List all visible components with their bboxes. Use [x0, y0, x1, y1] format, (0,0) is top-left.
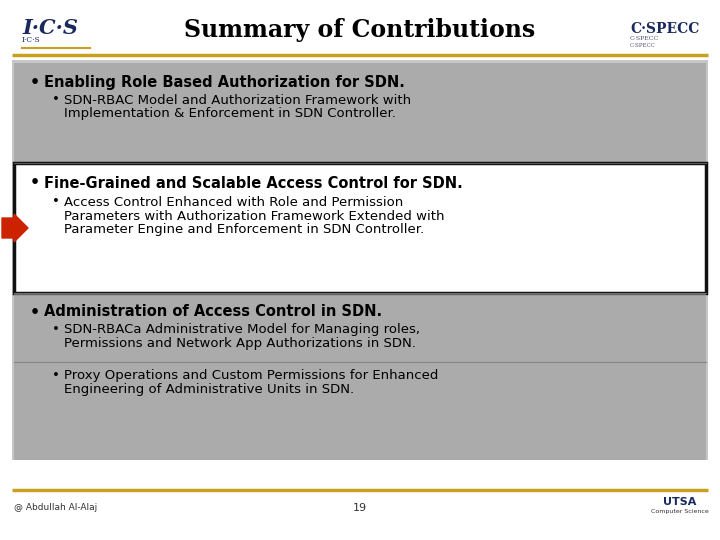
Text: UTSA: UTSA	[663, 497, 697, 507]
FancyArrow shape	[2, 214, 28, 242]
Bar	[12, 60, 708, 460]
Text: Summary of Contributions: Summary of Contributions	[184, 18, 536, 42]
Text: Computer Science: Computer Science	[651, 510, 709, 515]
Text: •: •	[52, 323, 60, 336]
Text: •: •	[52, 369, 60, 382]
Text: •: •	[52, 93, 60, 106]
Text: Parameters with Authorization Framework Extended with: Parameters with Authorization Framework …	[64, 210, 444, 222]
Text: C·SPECC: C·SPECC	[630, 22, 699, 36]
Text: I·C·S: I·C·S	[22, 18, 78, 38]
Text: Fine-Grained and Scalable Access Control for SDN.: Fine-Grained and Scalable Access Control…	[44, 176, 463, 191]
Text: C·SPECC: C·SPECC	[630, 43, 656, 48]
Text: Parameter Engine and Enforcement in SDN Controller.: Parameter Engine and Enforcement in SDN …	[64, 224, 424, 237]
Text: SDN-RBACa Administrative Model for Managing roles,: SDN-RBACa Administrative Model for Manag…	[64, 323, 420, 336]
Bar	[14, 163, 706, 293]
Text: Permissions and Network App Authorizations in SDN.: Permissions and Network App Authorizatio…	[64, 338, 416, 350]
Text: •: •	[52, 195, 60, 208]
Text: Implementation & Enforcement in SDN Controller.: Implementation & Enforcement in SDN Cont…	[64, 107, 396, 120]
Text: Access Control Enhanced with Role and Permission: Access Control Enhanced with Role and Pe…	[64, 195, 403, 208]
Text: 19: 19	[353, 503, 367, 513]
Bar	[14, 293, 706, 460]
Text: I·C·S: I·C·S	[22, 36, 41, 44]
Text: Enabling Role Based Authorization for SDN.: Enabling Role Based Authorization for SD…	[44, 75, 405, 90]
Text: SDN-RBAC Model and Authorization Framework with: SDN-RBAC Model and Authorization Framewo…	[64, 93, 411, 106]
Text: •: •	[30, 75, 40, 90]
Bar	[14, 63, 706, 163]
Text: Engineering of Administrative Units in SDN.: Engineering of Administrative Units in S…	[64, 383, 354, 396]
Text: @ Abdullah Al-Alaj: @ Abdullah Al-Alaj	[14, 503, 97, 512]
Text: C·SPECC: C·SPECC	[630, 36, 660, 41]
Text: •: •	[30, 176, 40, 191]
Text: •: •	[30, 305, 40, 320]
Text: Administration of Access Control in SDN.: Administration of Access Control in SDN.	[44, 305, 382, 320]
Text: Proxy Operations and Custom Permissions for Enhanced: Proxy Operations and Custom Permissions …	[64, 369, 438, 382]
